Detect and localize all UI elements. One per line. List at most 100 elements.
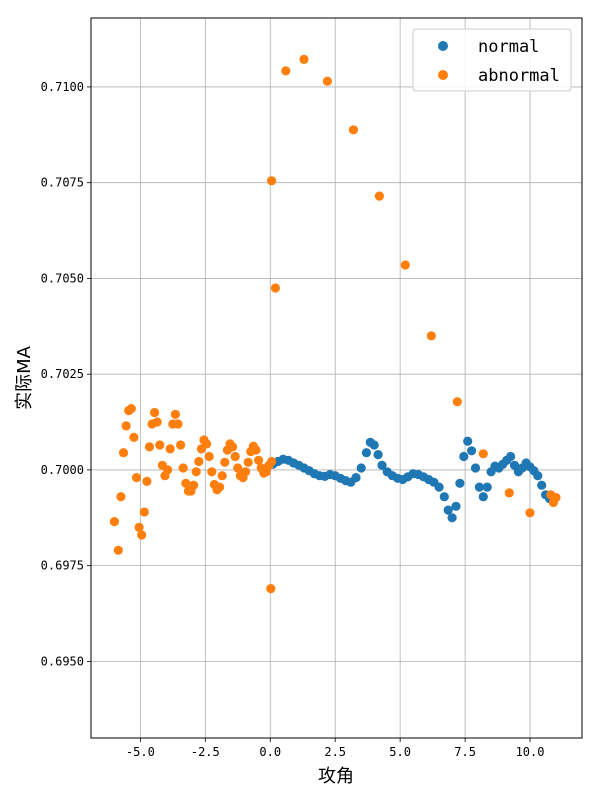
- data-point-normal: [373, 450, 383, 460]
- data-point-abnormal: [241, 467, 251, 477]
- y-ticks: 0.6950 0.6975 0.7000 0.7025 0.7050 0.7075 0.71…: [41, 80, 91, 668]
- x-tick-label: -5.0: [126, 745, 155, 759]
- x-tick-label: 0.0: [259, 745, 281, 759]
- data-point-abnormal: [204, 451, 214, 462]
- data-point-abnormal: [121, 421, 131, 431]
- data-point-normal: [537, 480, 547, 490]
- data-point-abnormal: [178, 463, 188, 473]
- data-point-normal: [439, 492, 449, 502]
- data-point-abnormal: [228, 442, 238, 452]
- plot-frame: [90, 17, 583, 739]
- data-point-abnormal: [299, 54, 309, 64]
- y-axis-label: 实际MA: [14, 345, 35, 410]
- x-tick-label: 5.0: [389, 745, 411, 759]
- data-point-abnormal: [163, 465, 173, 475]
- data-point-abnormal: [165, 444, 175, 454]
- data-point-normal: [482, 482, 492, 492]
- y-tick-label: 0.7050: [41, 271, 84, 285]
- data-point-abnormal: [551, 492, 561, 503]
- data-point-abnormal: [267, 456, 277, 467]
- y-tick-label: 0.7100: [41, 80, 84, 94]
- legend-box: [412, 28, 572, 92]
- data-point-normal: [463, 436, 473, 446]
- data-point-abnormal: [194, 456, 204, 467]
- plot-area: [109, 54, 561, 594]
- data-point-abnormal: [217, 471, 227, 481]
- data-point-abnormal: [134, 522, 144, 533]
- data-point-abnormal: [189, 480, 199, 490]
- data-point-normal: [434, 482, 444, 492]
- data-point-normal: [478, 492, 488, 502]
- legend-label-abnormal: abnormal: [478, 66, 560, 86]
- x-tick-label: 2.5: [324, 745, 346, 759]
- data-point-abnormal: [220, 457, 230, 467]
- data-point-normal: [351, 473, 361, 483]
- x-ticks: -5.0 -2.5 0.0 2.5 5.0 7.5 10.0: [126, 738, 544, 759]
- data-point-normal: [455, 478, 465, 488]
- y-tick-label: 0.7000: [41, 463, 84, 477]
- data-point-abnormal: [150, 407, 160, 418]
- data-point-abnormal: [374, 191, 384, 201]
- data-point-abnormal: [215, 482, 225, 492]
- data-point-normal: [533, 471, 543, 481]
- data-point-abnormal: [207, 467, 217, 477]
- data-point-abnormal: [191, 467, 201, 477]
- data-point-abnormal: [322, 76, 332, 86]
- data-point-abnormal: [525, 508, 535, 518]
- x-axis-label: 攻角: [318, 766, 354, 787]
- data-point-abnormal: [202, 439, 212, 449]
- data-point-normal: [356, 463, 366, 473]
- y-tick-label: 0.6950: [41, 654, 84, 668]
- data-point-abnormal: [348, 125, 358, 135]
- data-point-normal: [470, 463, 481, 473]
- data-point-abnormal: [251, 445, 261, 455]
- data-point-abnormal: [452, 397, 462, 407]
- data-point-abnormal: [126, 404, 136, 414]
- y-tick-label: 0.7025: [41, 367, 84, 381]
- data-point-normal: [451, 501, 461, 511]
- series-abnormal: [109, 54, 561, 594]
- data-point-abnormal: [176, 440, 186, 450]
- data-point-abnormal: [137, 530, 147, 540]
- data-point-abnormal: [230, 451, 240, 462]
- legend: normal abnormal: [412, 28, 572, 92]
- data-point-abnormal: [142, 476, 152, 486]
- data-point-abnormal: [118, 448, 129, 458]
- legend-marker-abnormal: [438, 70, 448, 80]
- series-normal: [268, 436, 555, 523]
- grid: [91, 18, 582, 738]
- data-point-abnormal: [139, 507, 149, 517]
- data-point-abnormal: [173, 419, 183, 429]
- data-point-normal: [447, 513, 457, 523]
- data-point-abnormal: [116, 492, 126, 502]
- data-point-abnormal: [109, 517, 119, 527]
- data-point-abnormal: [270, 283, 280, 293]
- legend-label-normal: normal: [478, 37, 539, 57]
- data-point-abnormal: [233, 463, 243, 473]
- data-point-normal: [474, 482, 484, 492]
- data-point-abnormal: [243, 457, 253, 467]
- data-point-normal: [467, 446, 477, 456]
- data-point-abnormal: [266, 584, 276, 594]
- data-point-normal: [506, 451, 516, 462]
- data-point-abnormal: [426, 331, 436, 341]
- data-point-abnormal: [281, 66, 291, 76]
- data-point-abnormal: [155, 440, 165, 450]
- data-point-abnormal: [267, 176, 277, 186]
- data-point-abnormal: [170, 409, 180, 419]
- legend-marker-normal: [438, 41, 448, 51]
- data-point-abnormal: [131, 473, 142, 483]
- data-point-abnormal: [254, 455, 264, 465]
- data-point-normal: [459, 451, 469, 462]
- data-point-abnormal: [400, 260, 410, 270]
- x-tick-label: 7.5: [454, 745, 476, 759]
- data-point-normal: [361, 448, 371, 458]
- data-point-abnormal: [144, 442, 155, 452]
- y-tick-label: 0.7075: [41, 176, 84, 190]
- y-tick-label: 0.6975: [41, 559, 84, 573]
- x-tick-label: -2.5: [191, 745, 220, 759]
- data-point-abnormal: [504, 488, 514, 498]
- data-point-abnormal: [478, 449, 488, 459]
